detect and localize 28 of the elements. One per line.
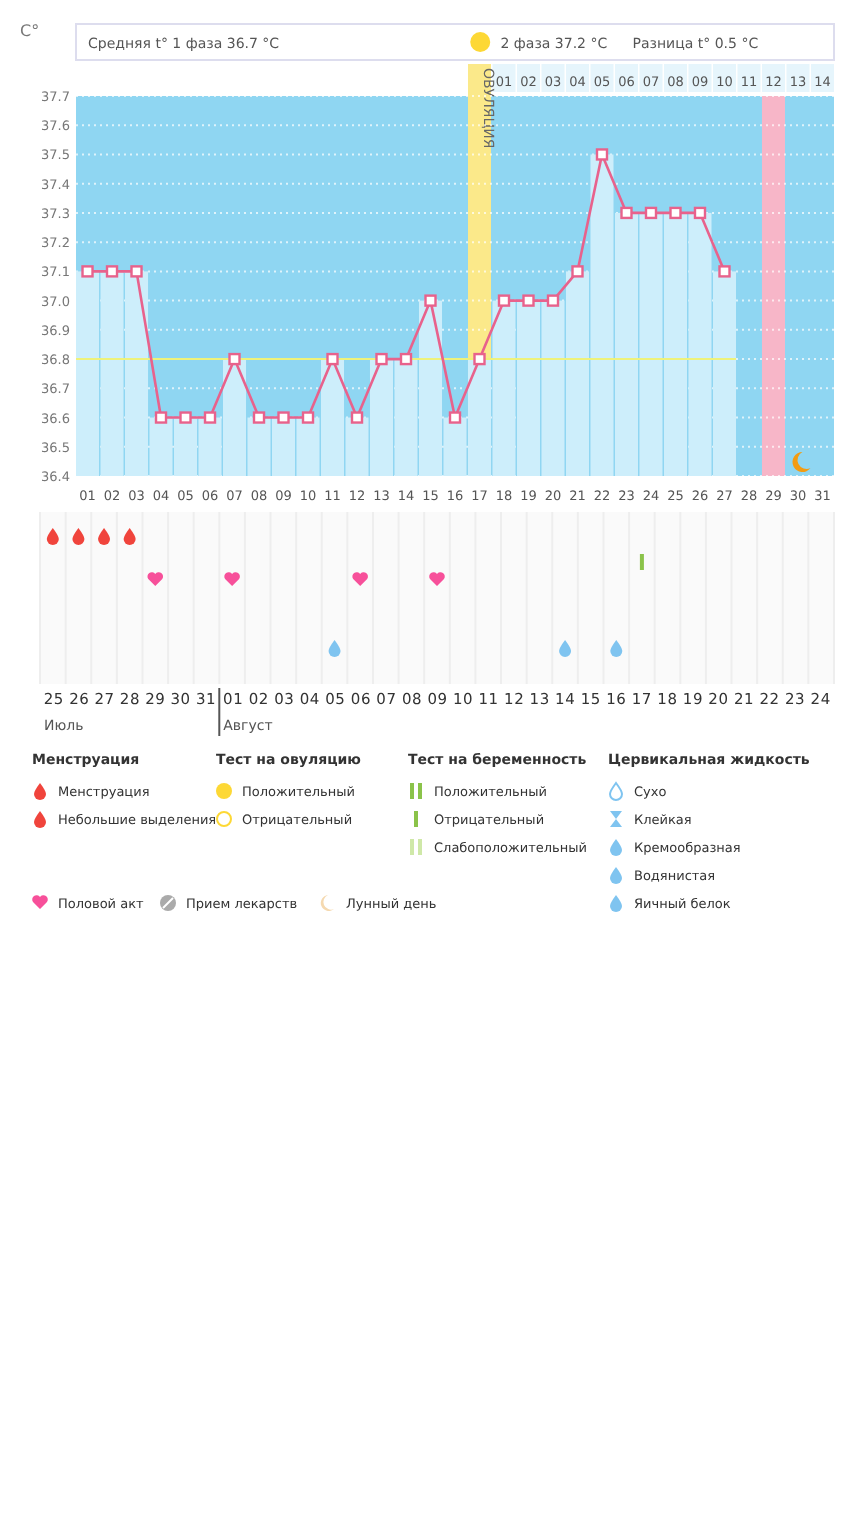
point: [571, 265, 584, 278]
y-axis-title: C°: [20, 22, 40, 40]
point: [252, 411, 266, 424]
point: [179, 411, 192, 424]
point: [473, 352, 486, 366]
point: [693, 206, 707, 220]
point: [203, 411, 217, 424]
point: [546, 294, 560, 307]
point: [130, 265, 143, 278]
point: [301, 411, 315, 424]
point: [228, 352, 241, 366]
point: [522, 294, 535, 307]
point: [448, 411, 462, 424]
point: [375, 352, 388, 366]
point: [81, 265, 94, 278]
point: [277, 411, 290, 424]
point: [595, 148, 609, 161]
point: [154, 411, 168, 424]
point: [644, 206, 658, 220]
point: [105, 265, 119, 278]
point: [497, 294, 511, 307]
point: [718, 265, 731, 278]
point: [399, 352, 413, 366]
point: [424, 294, 437, 307]
point: [326, 352, 339, 366]
point: [350, 411, 364, 424]
point: [669, 206, 682, 220]
point: [620, 206, 633, 220]
